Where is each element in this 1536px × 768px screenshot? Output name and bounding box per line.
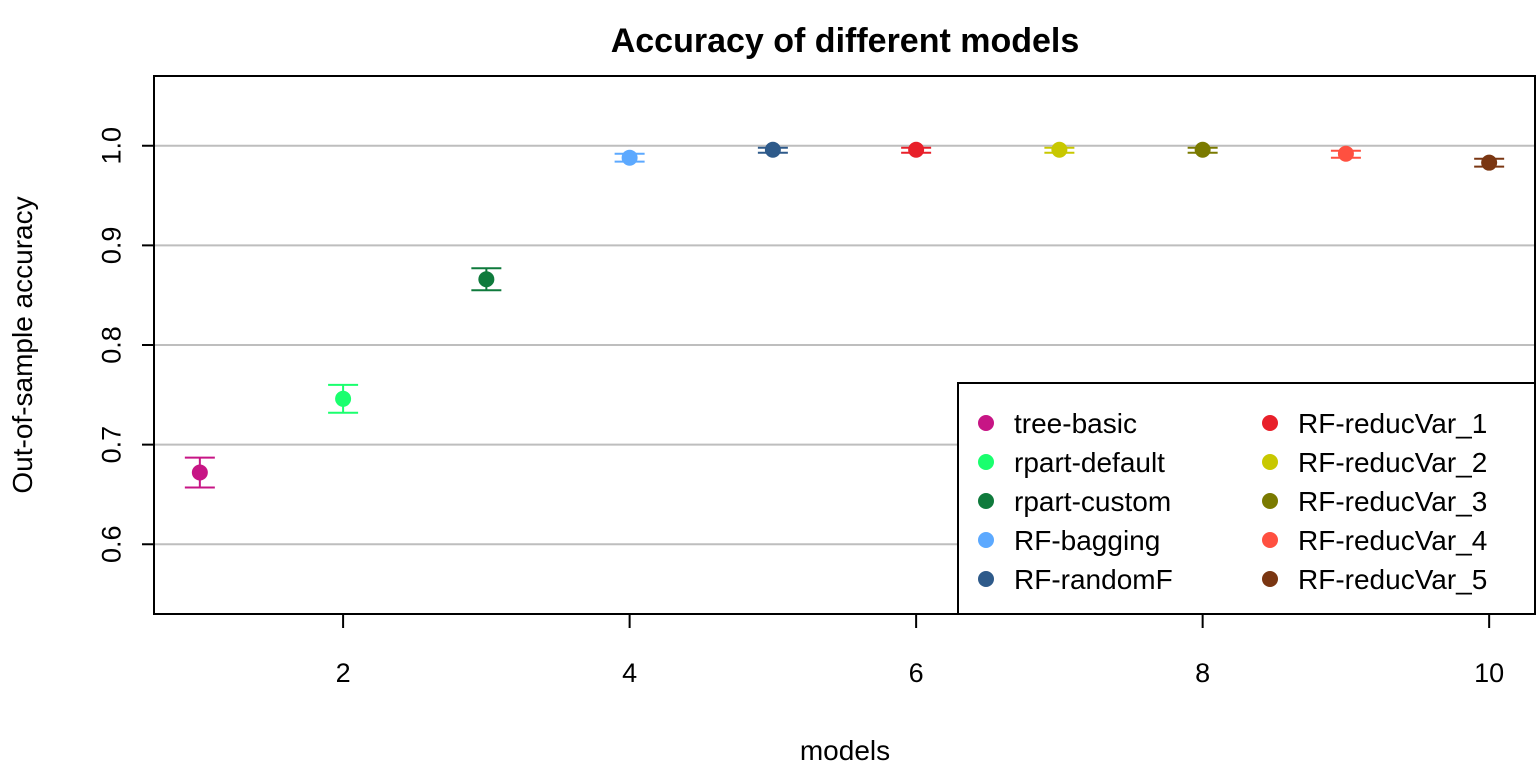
data-point-group [901, 141, 932, 158]
data-point [478, 271, 495, 288]
y-tick-label: 0.9 [96, 227, 126, 265]
x-tick-label: 8 [1195, 658, 1210, 688]
plot-frame [153, 75, 1536, 615]
x-tick-label: 10 [1474, 658, 1504, 688]
data-point-group [1187, 141, 1218, 158]
legend-label: RF-randomF [1014, 564, 1173, 595]
legend-label: RF-reducVar_3 [1298, 486, 1487, 517]
data-point [764, 141, 781, 158]
legend-marker [978, 532, 994, 548]
y-axis-label: Out-of-sample accuracy [7, 196, 38, 493]
legend: tree-basic rpart-default rpart-custom RF-ba… [957, 382, 1536, 615]
legend-box [957, 382, 1536, 615]
legend-marker [1262, 454, 1278, 470]
legend-marker [978, 415, 994, 431]
data-point-group [1474, 154, 1505, 171]
x-tick-label: 4 [622, 658, 637, 688]
legend-marker [978, 454, 994, 470]
data-point [621, 149, 638, 166]
legend-label: rpart-default [1014, 447, 1165, 478]
legend-label: RF-reducVar_2 [1298, 447, 1487, 478]
data-point [191, 464, 208, 481]
legend-marker [1262, 532, 1278, 548]
data-point-group [471, 267, 502, 292]
legend-label: RF-bagging [1014, 525, 1160, 556]
x-axis-label: models [800, 735, 890, 766]
axes: 0.6 0.7 0.8 0.9 1.0 2 4 6 8 10 [96, 127, 1504, 688]
data-point [1194, 141, 1211, 158]
y-tick-label: 1.0 [96, 127, 126, 165]
data-point [1051, 141, 1068, 158]
data-point [908, 141, 925, 158]
data-point-group [1330, 145, 1361, 162]
legend-marker [1262, 415, 1278, 431]
legend-label: tree-basic [1014, 408, 1137, 439]
data-point [1337, 145, 1354, 162]
data-point-group [757, 141, 788, 158]
y-tick-label: 0.6 [96, 525, 126, 563]
x-tick-label: 2 [336, 658, 351, 688]
legend-label: RF-reducVar_5 [1298, 564, 1487, 595]
legend-label: rpart-custom [1014, 486, 1171, 517]
legend-marker [1262, 571, 1278, 587]
data-point [335, 390, 352, 407]
x-tick-label: 6 [909, 658, 924, 688]
data-point-group [184, 456, 215, 489]
data-point [1481, 154, 1498, 171]
legend-label: RF-reducVar_4 [1298, 525, 1487, 556]
legend-marker [1262, 493, 1278, 509]
data-point-group [614, 149, 645, 166]
legend-label: RF-reducVar_1 [1298, 408, 1487, 439]
legend-marker [978, 493, 994, 509]
y-tick-label: 0.7 [96, 426, 126, 464]
y-tick-label: 0.8 [96, 326, 126, 364]
legend-marker [978, 571, 994, 587]
data-point-group [328, 383, 359, 414]
chart-title: Accuracy of different models [611, 22, 1080, 60]
data-point-group [1044, 141, 1075, 158]
data-marks [184, 141, 1505, 489]
